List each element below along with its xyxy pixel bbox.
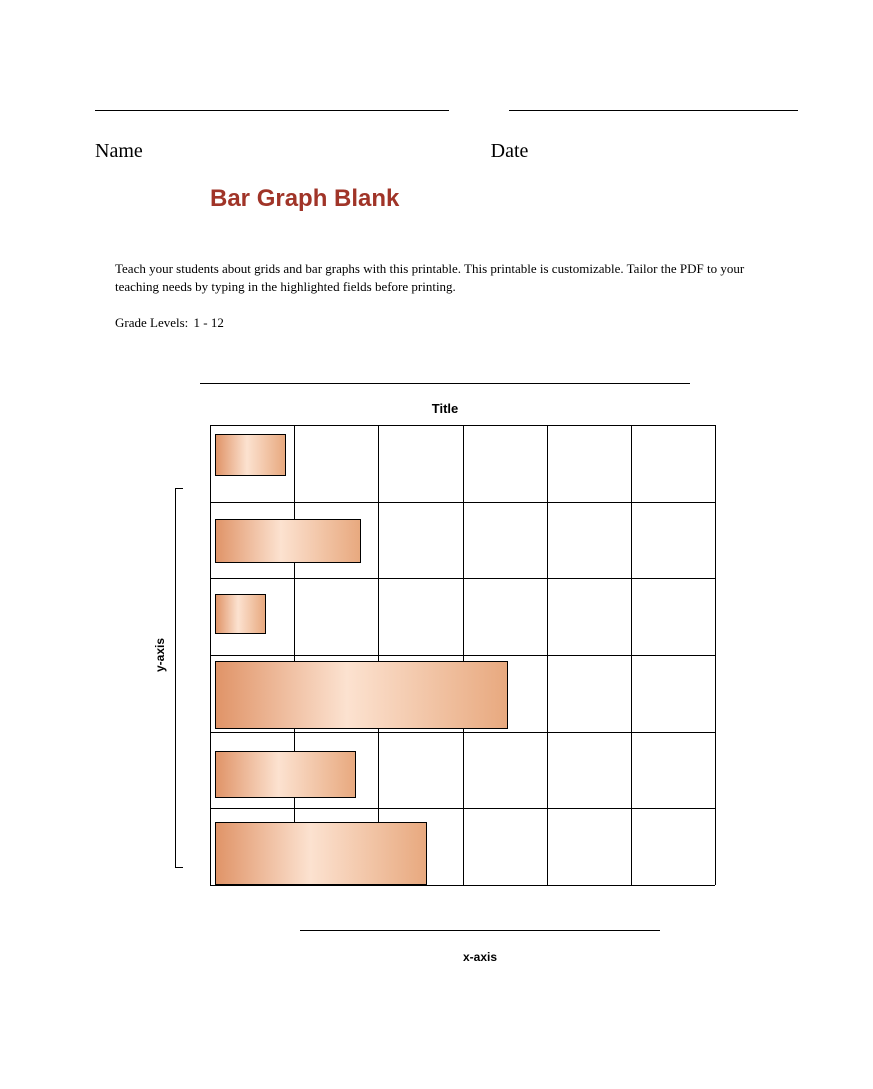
y-axis-label: y-axis [153,638,167,672]
y-axis-bracket [175,488,183,868]
chart-bar [215,751,356,799]
header-labels: Name Date [95,140,798,163]
x-axis-underline [300,930,660,931]
grid-line-vertical [294,425,295,885]
grid-line-vertical [463,425,464,885]
grid-line-vertical [715,425,716,885]
chart-bar [215,661,508,728]
date-label: Date [471,140,798,163]
grade-levels-value: 1 - 12 [194,315,224,330]
grade-levels-label: Grade Levels: [115,315,188,330]
name-underline [95,110,449,111]
grade-levels: Grade Levels: 1 - 12 [115,315,224,331]
header-underlines [95,110,798,111]
chart-area: y-axis [175,425,715,885]
chart-grid [210,425,715,885]
chart-title: Title [200,401,690,416]
grid-line-horizontal [210,885,715,886]
x-axis-label: x-axis [300,950,660,964]
grid-line-vertical [631,425,632,885]
name-label: Name [95,140,471,163]
chart-bar [215,594,266,634]
grid-line-vertical [378,425,379,885]
page-title: Bar Graph Blank [210,185,399,213]
chart-title-underline [200,383,690,384]
chart-bar [215,519,361,563]
date-underline [509,110,798,111]
chart-bar [215,822,427,885]
grid-line-vertical [210,425,211,885]
chart-bar [215,434,286,476]
grid-line-vertical [547,425,548,885]
description-text: Teach your students about grids and bar … [115,260,773,295]
